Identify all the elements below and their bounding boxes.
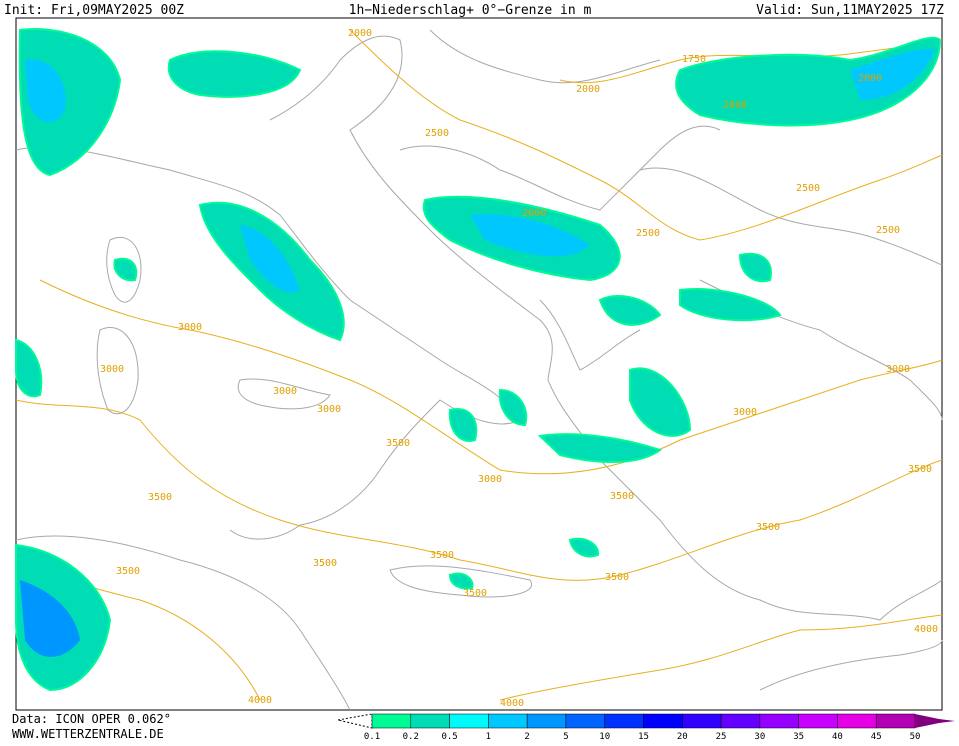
legend: 0.1 0.2 0.5 1 2 5 10 15 20 25 30 35 40 45 50: [337, 713, 955, 742]
legend-label: 35: [793, 732, 804, 741]
legend-label: 0.1: [364, 732, 380, 741]
legend-swatch: [604, 713, 644, 729]
contour-label: 3500: [908, 464, 932, 475]
contour-label: 3000: [478, 474, 502, 485]
website: WWW.WETTERZENTRALE.DE: [12, 727, 164, 741]
legend-label: 20: [677, 732, 688, 741]
legend-label: 0.2: [403, 732, 419, 741]
contour-label: 1750: [682, 54, 706, 65]
legend-bar: 0.1 0.2 0.5 1 2 5 10 15 20 25 30 35 40 45 50: [364, 713, 955, 742]
contour-label: 3000: [273, 386, 297, 397]
legend-swatch: [798, 713, 838, 729]
legend-swatch: [643, 713, 683, 729]
contour-label: 2500: [425, 128, 449, 139]
legend-swatch: [915, 714, 955, 728]
valid-time: Valid: Sun,11MAY2025 17Z: [756, 3, 944, 18]
init-time: Init: Fri,09MAY2025 00Z: [4, 3, 184, 18]
map-title: 1h−Niederschlag+ 0°−Grenze in m: [349, 3, 592, 18]
coastlines: [15, 29, 943, 711]
legend-label: 1: [486, 732, 491, 741]
legend-label: 25: [716, 732, 727, 741]
contour-label: 3500: [430, 550, 454, 561]
legend-swatch: [875, 713, 916, 729]
legend-label: 10: [599, 732, 610, 741]
contour-label: 3000: [886, 364, 910, 375]
contour-label: 2500: [796, 183, 820, 194]
contour-label: 3000: [317, 404, 341, 415]
contour-label: 3500: [756, 522, 780, 533]
contour-labels: 1750 2000 2000 2000 2000 2000 2500 2500 2500 2500…: [100, 28, 938, 709]
contour-label: 3000: [733, 407, 757, 418]
contour-label: 3500: [116, 566, 140, 577]
legend-swatch: [526, 713, 567, 729]
contour-label: 2000: [348, 28, 372, 39]
contour-label: 2000: [858, 73, 882, 84]
legend-swatch: [410, 713, 450, 729]
contour-label: 3500: [463, 588, 487, 599]
map-frame: [15, 17, 943, 711]
legend-label: 50: [910, 732, 921, 741]
contour-label: 3000: [178, 322, 202, 333]
legend-label: 5: [563, 732, 568, 741]
contour-label: 2000: [723, 100, 747, 111]
contour-label: 3000: [100, 364, 124, 375]
legend-label: 15: [638, 732, 649, 741]
precipitation: [15, 28, 942, 692]
contour-label: 4000: [248, 695, 272, 706]
legend-label: 40: [832, 732, 843, 741]
contour-label: 3500: [605, 572, 629, 583]
legend-label: 0.5: [441, 732, 457, 741]
legend-swatch: [682, 713, 722, 729]
contour-label: 2500: [876, 225, 900, 236]
data-source: Data: ICON OPER 0.062°: [12, 712, 171, 726]
contour-label: 3500: [386, 438, 410, 449]
legend-low-arrow: [337, 713, 373, 729]
contour-label: 4000: [500, 698, 524, 709]
legend-label: 45: [871, 732, 882, 741]
legend-swatch: [720, 713, 761, 729]
legend-swatch: [759, 713, 799, 729]
map-area: 1750 2000 2000 2000 2000 2000 2500 2500 2500 2500…: [15, 17, 943, 711]
contour-label: 2000: [576, 84, 600, 95]
contour-label: 2500: [636, 228, 660, 239]
contour-label: 3500: [610, 491, 634, 502]
legend-swatch: [488, 713, 528, 729]
legend-label: 30: [754, 732, 765, 741]
contour-label: 2000: [522, 208, 546, 219]
contour-label: 3500: [313, 558, 337, 569]
contour-label: 4000: [914, 624, 938, 635]
contour-label: 3500: [148, 492, 172, 503]
legend-label: 2: [524, 732, 529, 741]
legend-swatch: [837, 713, 877, 729]
legend-swatch: [371, 713, 412, 729]
legend-swatch: [565, 713, 605, 729]
legend-swatch: [449, 713, 489, 729]
